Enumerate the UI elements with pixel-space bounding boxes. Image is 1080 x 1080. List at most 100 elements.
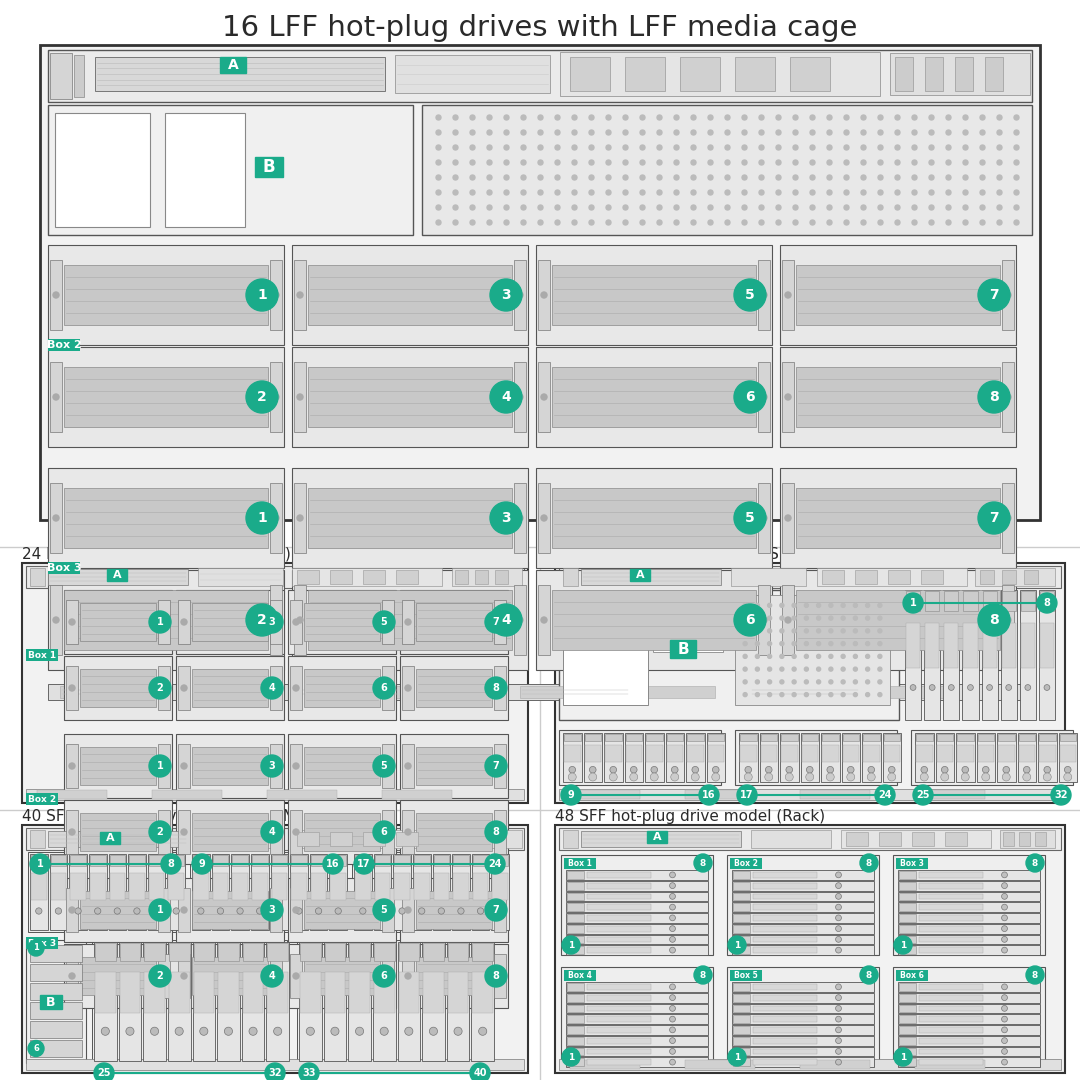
Bar: [158, 954, 170, 998]
Bar: [732, 993, 874, 1002]
Bar: [760, 745, 777, 762]
Bar: [108, 854, 126, 930]
Circle shape: [1043, 773, 1051, 781]
Circle shape: [485, 611, 507, 633]
Bar: [192, 813, 268, 851]
Bar: [519, 686, 630, 698]
Bar: [416, 746, 492, 785]
Text: A: A: [106, 833, 114, 843]
Circle shape: [860, 966, 878, 984]
Bar: [514, 585, 526, 654]
Circle shape: [792, 604, 796, 607]
Circle shape: [848, 767, 854, 773]
Bar: [152, 789, 222, 799]
Bar: [758, 260, 770, 330]
Bar: [588, 1049, 651, 1054]
Circle shape: [538, 190, 543, 195]
Circle shape: [517, 394, 523, 400]
Bar: [754, 882, 818, 889]
Text: 4: 4: [269, 827, 275, 837]
Bar: [567, 892, 584, 901]
Circle shape: [1026, 966, 1044, 984]
Bar: [90, 855, 106, 866]
Circle shape: [1001, 995, 1008, 1000]
Circle shape: [861, 175, 866, 180]
Bar: [899, 924, 916, 932]
Bar: [311, 855, 326, 866]
Circle shape: [920, 773, 928, 781]
Bar: [919, 904, 983, 910]
Circle shape: [1044, 767, 1051, 773]
Text: 6: 6: [380, 971, 388, 981]
Bar: [538, 260, 550, 330]
Circle shape: [878, 175, 883, 180]
Circle shape: [691, 773, 699, 781]
Circle shape: [921, 767, 928, 773]
Circle shape: [670, 947, 675, 953]
Bar: [495, 570, 508, 584]
Circle shape: [713, 767, 719, 773]
Bar: [453, 854, 470, 930]
Circle shape: [674, 145, 679, 150]
Bar: [176, 656, 284, 720]
Circle shape: [555, 205, 561, 210]
Bar: [919, 936, 983, 942]
Bar: [352, 852, 507, 932]
Bar: [1021, 591, 1035, 610]
Text: 1: 1: [568, 1053, 575, 1062]
Bar: [416, 669, 492, 707]
Circle shape: [453, 160, 458, 165]
Circle shape: [589, 190, 594, 195]
Circle shape: [761, 515, 767, 521]
Bar: [977, 745, 994, 762]
Circle shape: [28, 940, 44, 956]
Circle shape: [805, 629, 808, 633]
Bar: [559, 789, 1061, 800]
Circle shape: [1001, 936, 1008, 942]
Text: 8: 8: [492, 827, 499, 837]
Circle shape: [562, 1048, 580, 1066]
Circle shape: [623, 145, 627, 150]
Bar: [567, 914, 584, 921]
Circle shape: [743, 629, 747, 633]
Circle shape: [755, 680, 759, 684]
Circle shape: [504, 205, 509, 210]
Bar: [375, 873, 390, 900]
Circle shape: [674, 130, 679, 135]
Circle shape: [866, 604, 869, 607]
Bar: [130, 855, 145, 866]
Bar: [494, 599, 507, 645]
Bar: [292, 855, 307, 866]
Bar: [566, 934, 708, 944]
Bar: [1021, 622, 1035, 669]
Bar: [919, 1016, 983, 1022]
Text: 3: 3: [269, 617, 275, 627]
Bar: [48, 245, 284, 345]
Circle shape: [836, 1038, 841, 1043]
Circle shape: [273, 394, 279, 400]
FancyBboxPatch shape: [730, 970, 762, 981]
Bar: [394, 855, 410, 866]
Circle shape: [941, 773, 948, 781]
Bar: [292, 831, 442, 848]
Circle shape: [373, 677, 395, 699]
Circle shape: [980, 114, 985, 120]
Bar: [555, 563, 1065, 804]
Text: Box 1: Box 1: [568, 859, 592, 868]
Bar: [982, 590, 998, 720]
Bar: [193, 873, 208, 900]
Text: 5: 5: [380, 617, 388, 627]
Circle shape: [487, 175, 492, 180]
Circle shape: [866, 680, 869, 684]
Bar: [294, 362, 306, 432]
Circle shape: [69, 619, 75, 625]
Bar: [822, 570, 843, 584]
Circle shape: [150, 1027, 159, 1036]
Circle shape: [1014, 145, 1020, 150]
Circle shape: [1001, 872, 1008, 878]
Bar: [402, 954, 414, 998]
Bar: [291, 599, 302, 645]
Circle shape: [816, 680, 821, 684]
Bar: [252, 873, 268, 900]
Bar: [924, 57, 943, 91]
